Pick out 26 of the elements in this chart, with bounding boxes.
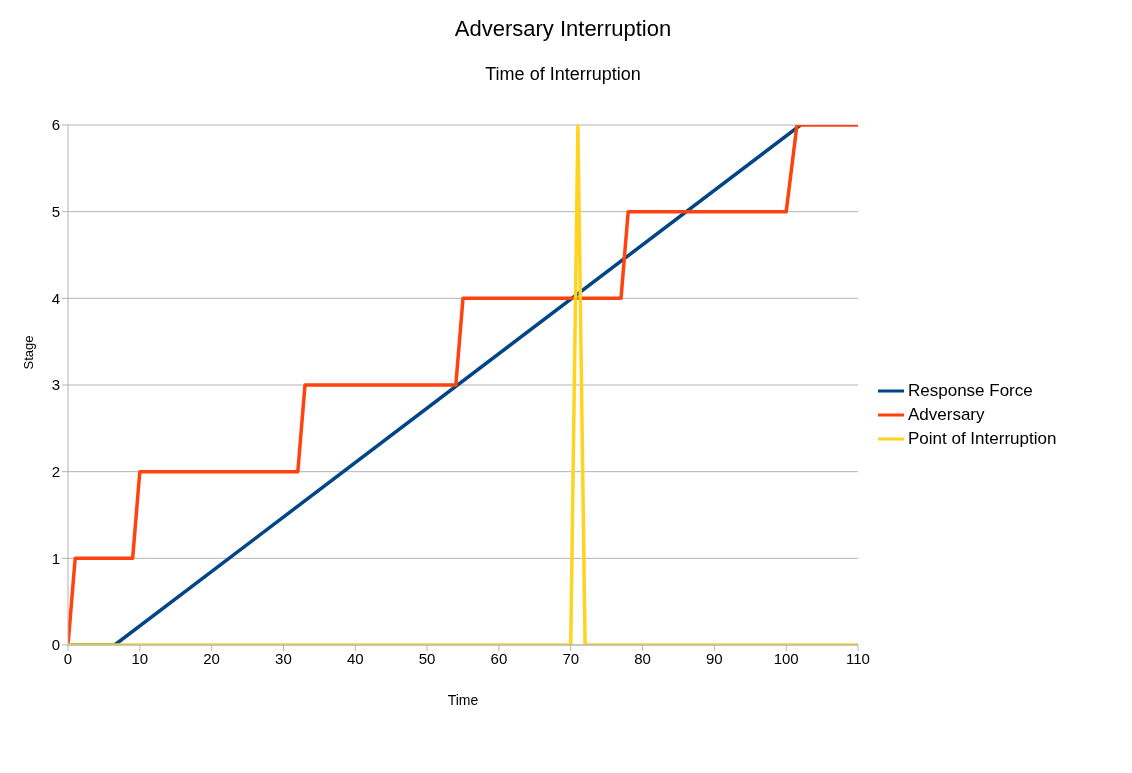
y-tick-label: 3: [51, 376, 60, 394]
y-tick-label: 5: [51, 202, 60, 220]
legend-label: Point of Interruption: [908, 428, 1057, 450]
y-tick-label: 4: [51, 289, 60, 307]
legend-label: Adversary: [908, 404, 985, 426]
x-tick-label: 70: [562, 649, 580, 667]
x-tick-label: 40: [346, 649, 364, 667]
x-tick-label: 0: [63, 649, 73, 667]
x-tick-label: 50: [418, 649, 436, 667]
x-axis-title: Time: [447, 692, 479, 708]
x-tick-label: 100: [773, 649, 799, 667]
x-tick-label: 80: [634, 649, 651, 667]
x-tick-label: 60: [490, 649, 508, 667]
x-tick-label: 10: [131, 649, 149, 667]
x-tick-label: 30: [275, 649, 292, 667]
y-tick-label: 6: [51, 116, 60, 134]
y-tick-label: 2: [51, 462, 60, 480]
y-axis-title: Stage: [21, 335, 37, 370]
x-tick-label: 110: [846, 649, 870, 667]
x-tick-label: 20: [203, 649, 220, 667]
y-tick-label: 0: [51, 636, 60, 654]
chart-subtitle: Time of Interruption: [484, 64, 642, 85]
legend-label: Response Force: [908, 380, 1033, 402]
chart-title: Adversary Interruption: [453, 15, 673, 42]
y-tick-label: 1: [51, 549, 60, 567]
x-tick-label: 90: [706, 649, 723, 667]
